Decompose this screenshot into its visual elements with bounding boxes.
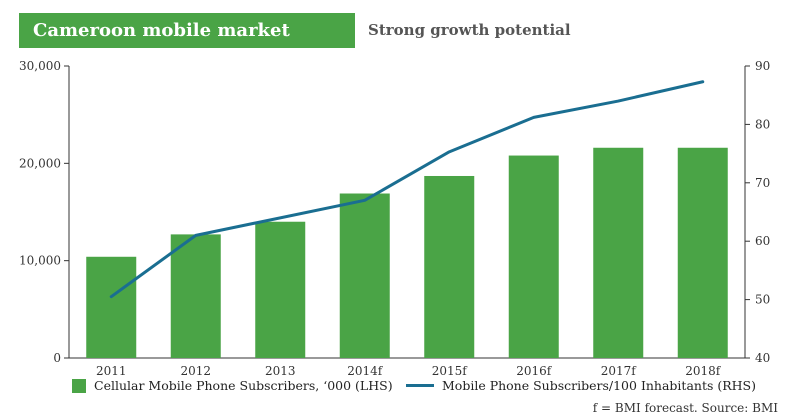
legend-item-line: Mobile Phone Subscribers/100 Inhabitants… [406,378,756,393]
footnote: f = BMI forecast. Source: BMI [592,401,778,415]
bar [255,221,306,358]
x-tick-label: 2018f [685,364,722,378]
y-right-tick-label: 70 [755,176,770,190]
x-tick-label: 2014f [347,364,384,378]
y-right-tick-label: 40 [755,351,770,365]
bar [593,147,644,358]
bar [339,193,390,358]
legend-label-bars: Cellular Mobile Phone Subscribers, ‘000 … [94,378,393,393]
y-right-tick-label: 80 [755,117,770,131]
x-tick-label: 2012 [180,364,211,378]
x-tick-label: 2015f [432,364,469,378]
legend-swatch-line [406,384,434,387]
legend-swatch-bar [72,378,86,393]
y-left-tick-label: 30,000 [19,59,61,73]
bar [508,155,559,358]
bar [86,256,137,358]
x-tick-label: 2011 [96,364,127,378]
legend-item-bars: Cellular Mobile Phone Subscribers, ‘000 … [72,378,393,393]
bar [170,234,221,358]
y-right-tick-label: 60 [755,234,770,248]
x-tick-label: 2017f [601,364,638,378]
x-tick-label: 2016f [516,364,553,378]
x-tick-label: 2013 [265,364,296,378]
bar [677,147,728,358]
y-left-tick-label: 10,000 [19,254,61,268]
chart-title: Cameroon mobile market growth [19,13,355,76]
legend-label-line: Mobile Phone Subscribers/100 Inhabitants… [442,378,756,393]
bar [424,175,475,358]
chart-subtitle: Strong growth potential [368,21,571,39]
y-left-tick-label: 0 [53,351,61,365]
y-right-tick-label: 90 [755,59,770,73]
y-left-tick-label: 20,000 [19,156,61,170]
y-right-tick-label: 50 [755,293,770,307]
